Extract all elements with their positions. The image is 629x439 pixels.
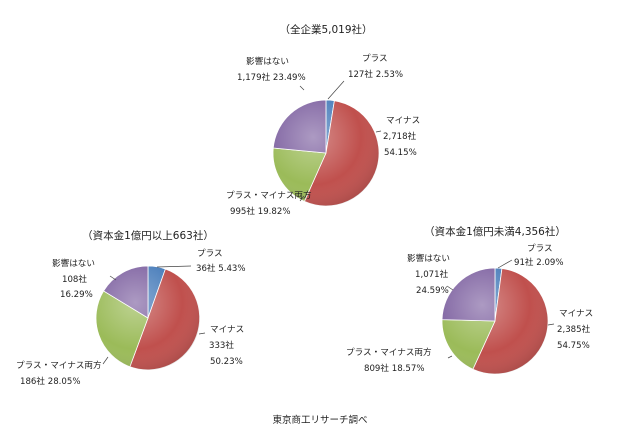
data-label-both: プラス・マイナス両方 xyxy=(16,359,102,371)
data-label-minus: 54.75% xyxy=(557,341,590,351)
data-label-minus: マイナス xyxy=(559,308,593,319)
leader-line xyxy=(447,355,453,359)
pie-chart-3: （資本金1億円未満4,356社） プラス 91社 2.09% マイナス 2,385社 54… xyxy=(346,225,593,375)
source-note: 東京商工リサーチ調べ xyxy=(272,414,367,426)
data-label-minus: マイナス xyxy=(210,324,244,335)
leader-line xyxy=(299,85,305,91)
data-label-both: 809社 18.57% xyxy=(364,362,425,374)
data-label-plus: 91社 2.09% xyxy=(514,256,564,268)
data-label-none: 108社 xyxy=(62,273,87,285)
leader-line xyxy=(156,265,192,268)
data-label-minus: 2,718社 xyxy=(383,130,417,142)
data-label-both: プラス・マイナス両方 xyxy=(226,189,312,201)
data-label-both: 995社 19.82% xyxy=(230,205,291,217)
data-label-plus: 127社 2.53% xyxy=(348,68,403,80)
data-label-both: 186社 28.05% xyxy=(20,375,81,387)
leader-line xyxy=(547,323,555,326)
data-label-none: 16.29% xyxy=(60,290,93,300)
leader-line xyxy=(327,80,345,100)
chart-title: （資本金1億円以上663社） xyxy=(82,229,214,242)
leader-line xyxy=(375,130,382,133)
data-label-plus: プラス xyxy=(362,53,388,64)
data-label-none: 影響はない xyxy=(246,55,289,67)
data-label-both: プラス・マイナス両方 xyxy=(346,346,432,358)
pie-chart-2: （資本金1億円以上663社） プラス 36社 5.43% マイナス 333社 50.23%… xyxy=(16,229,246,387)
leader-line xyxy=(446,285,454,291)
data-label-none: 1,071社 xyxy=(415,268,449,280)
data-label-plus: プラス xyxy=(527,243,553,254)
data-label-plus: プラス xyxy=(197,248,223,259)
data-label-none: 影響はない xyxy=(407,252,450,264)
pie-chart-1: （全企業5,019社） プラス 127社 2.53% マイナス 2,718社 54.15%… xyxy=(226,23,420,217)
leader-line xyxy=(102,356,109,365)
data-label-none: 1,179社 23.49% xyxy=(237,71,306,83)
leader-line xyxy=(198,332,206,335)
data-label-minus: 50.23% xyxy=(210,357,243,367)
leader-line xyxy=(299,195,305,202)
leader-line xyxy=(109,275,117,281)
chart-title: （全企業5,019社） xyxy=(279,23,372,36)
data-label-minus: 54.15% xyxy=(384,148,417,158)
none-slice xyxy=(441,267,496,322)
data-label-none: 24.59% xyxy=(416,286,449,296)
none-slice xyxy=(272,99,327,154)
data-label-none: 影響はない xyxy=(52,257,95,269)
data-label-minus: マイナス xyxy=(386,115,420,126)
data-label-minus: 333社 xyxy=(209,339,234,351)
chart-title: （資本金1億円未満4,356社） xyxy=(424,225,566,238)
data-label-minus: 2,385社 xyxy=(557,323,591,335)
leader-line xyxy=(497,259,513,269)
data-label-plus: 36社 5.43% xyxy=(196,262,246,274)
